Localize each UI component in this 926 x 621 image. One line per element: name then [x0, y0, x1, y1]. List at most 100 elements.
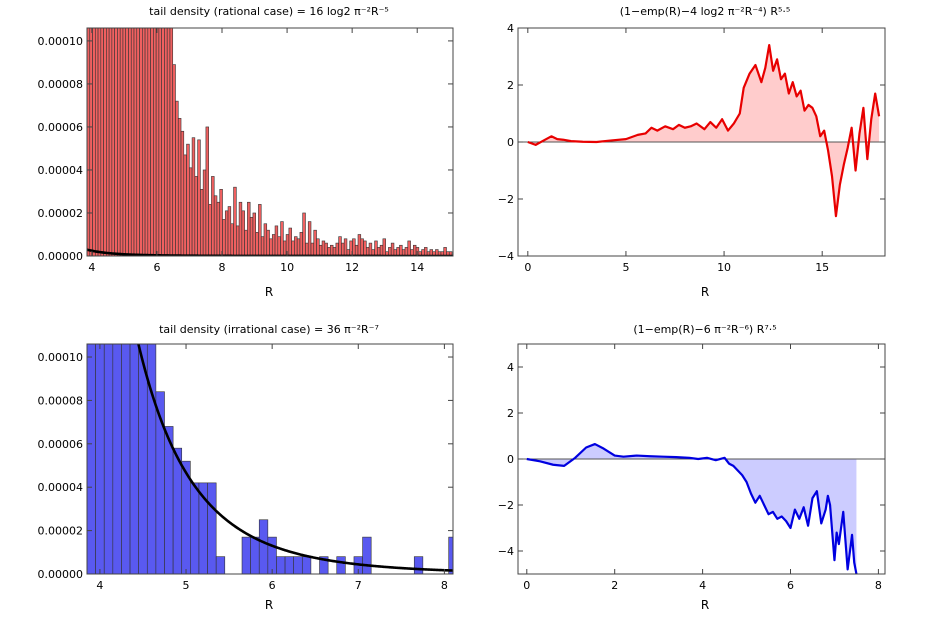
irrational-histogram-title: tail density (irrational case) = 36 π⁻²R…: [159, 323, 379, 336]
error-line: [526, 442, 858, 574]
histogram-bar: [200, 189, 204, 256]
x-tick-label: 4: [699, 579, 706, 592]
histogram-bar: [413, 556, 424, 574]
x-tick-label: 0: [524, 261, 531, 274]
y-tick-label: 0: [507, 453, 514, 466]
error-area-fill: [526, 444, 857, 574]
histogram-bar: [205, 126, 209, 256]
histogram-bar: [158, 28, 162, 256]
x-tick-label: 4: [96, 579, 103, 592]
histogram-bar: [133, 28, 138, 256]
histogram-bar: [128, 28, 132, 256]
histogram-bar: [407, 240, 411, 256]
fitted-density-curve: [137, 344, 453, 572]
x-tick-label: 4: [88, 261, 95, 274]
y-tick-label: 4: [507, 22, 514, 35]
x-tick-label: 12: [345, 261, 359, 274]
histogram-bar: [202, 169, 207, 256]
histogram-bar: [357, 234, 362, 256]
histogram-bar: [175, 100, 179, 256]
histogram-bar: [108, 28, 113, 256]
y-tick-label: −4: [498, 250, 514, 263]
histogram-bar: [153, 28, 157, 256]
histogram-bar: [111, 28, 115, 256]
histogram-bar: [274, 225, 279, 256]
histogram-bar: [213, 195, 218, 256]
y-tick-label: −2: [498, 499, 514, 512]
x-tick-label: 8: [219, 261, 226, 274]
x-tick-label: 6: [153, 261, 160, 274]
histogram-bar: [241, 536, 251, 574]
histogram-bar: [260, 236, 265, 256]
plot-frame: [86, 27, 454, 257]
y-tick-label: 0.00010: [38, 351, 84, 364]
histogram-bar: [230, 223, 234, 256]
histogram-bar: [164, 28, 168, 256]
y-tick-label: −2: [498, 193, 514, 206]
histogram-bar: [266, 229, 270, 256]
histogram-bar: [224, 210, 229, 256]
histogram-bar: [316, 238, 320, 256]
histogram-bar: [354, 244, 359, 256]
histogram-bar: [267, 536, 277, 574]
y-tick-label: 0: [507, 136, 514, 149]
plot-area: [87, 28, 453, 256]
x-tick-label: 2: [611, 579, 618, 592]
histogram-bar: [336, 556, 346, 574]
y-tick-label: 0.00008: [38, 78, 84, 91]
histogram-bar: [207, 482, 217, 574]
histogram-bar: [299, 232, 303, 256]
x-tick-label: 6: [787, 579, 794, 592]
x-tick-label: 5: [183, 579, 190, 592]
x-tick-label: 6: [269, 579, 276, 592]
histogram-bar: [147, 28, 151, 256]
histogram-bar: [301, 556, 312, 574]
histogram-bar: [222, 219, 226, 256]
histogram-bar: [276, 556, 286, 574]
rational-histogram-xlabel: R: [265, 285, 273, 299]
x-tick-label: 10: [717, 261, 731, 274]
y-tick-label: 0.00002: [38, 525, 84, 538]
histogram-bar: [269, 238, 273, 256]
histogram-bar: [250, 536, 260, 574]
histogram-bar: [172, 447, 183, 574]
histogram-bar: [448, 251, 453, 256]
histogram-bar: [177, 118, 182, 256]
histogram-bar: [263, 223, 268, 256]
histogram-bar: [106, 28, 110, 256]
histogram-bar: [155, 28, 160, 256]
y-tick-label: 0.00008: [38, 394, 84, 407]
histogram-bar: [338, 236, 342, 256]
y-tick-label: 0.00006: [38, 121, 84, 134]
rational-error-title: (1−emp(R)−4 log2 π⁻²R⁻⁴) R⁵·⁵: [620, 5, 791, 18]
x-tick-label: 14: [410, 261, 424, 274]
histogram-bar: [236, 225, 240, 256]
histogram-bar: [284, 556, 294, 574]
histogram-bar: [191, 137, 196, 256]
x-tick-label: 8: [441, 579, 448, 592]
histogram-bar: [117, 28, 121, 256]
histogram-bar: [399, 244, 403, 256]
histogram-bar: [291, 240, 295, 256]
plot-frame: [86, 343, 454, 575]
histogram-bar: [144, 28, 149, 256]
histogram-bar: [318, 244, 323, 256]
histogram-bar: [139, 28, 143, 256]
histogram-bar: [294, 236, 298, 256]
histogram-bar: [343, 238, 348, 256]
histogram-bar: [194, 176, 198, 256]
plot-area: [87, 344, 453, 574]
histogram-bar: [92, 28, 96, 256]
rational-error-panel: (1−emp(R)−4 log2 π⁻²R⁻⁴) R⁵·⁵ R 0 5 10 15 −4…: [498, 5, 886, 299]
histogram-bar: [100, 28, 104, 256]
histogram-bar: [313, 229, 317, 256]
histogram-bar: [103, 344, 114, 574]
x-tick-label: 5: [622, 261, 629, 274]
histogram-bar: [172, 64, 176, 256]
histogram-bar: [161, 28, 165, 256]
y-tick-label: 0.00000: [38, 568, 84, 581]
histogram-bar: [211, 176, 215, 256]
histogram-bar: [302, 212, 306, 256]
histogram-bar: [252, 212, 256, 256]
